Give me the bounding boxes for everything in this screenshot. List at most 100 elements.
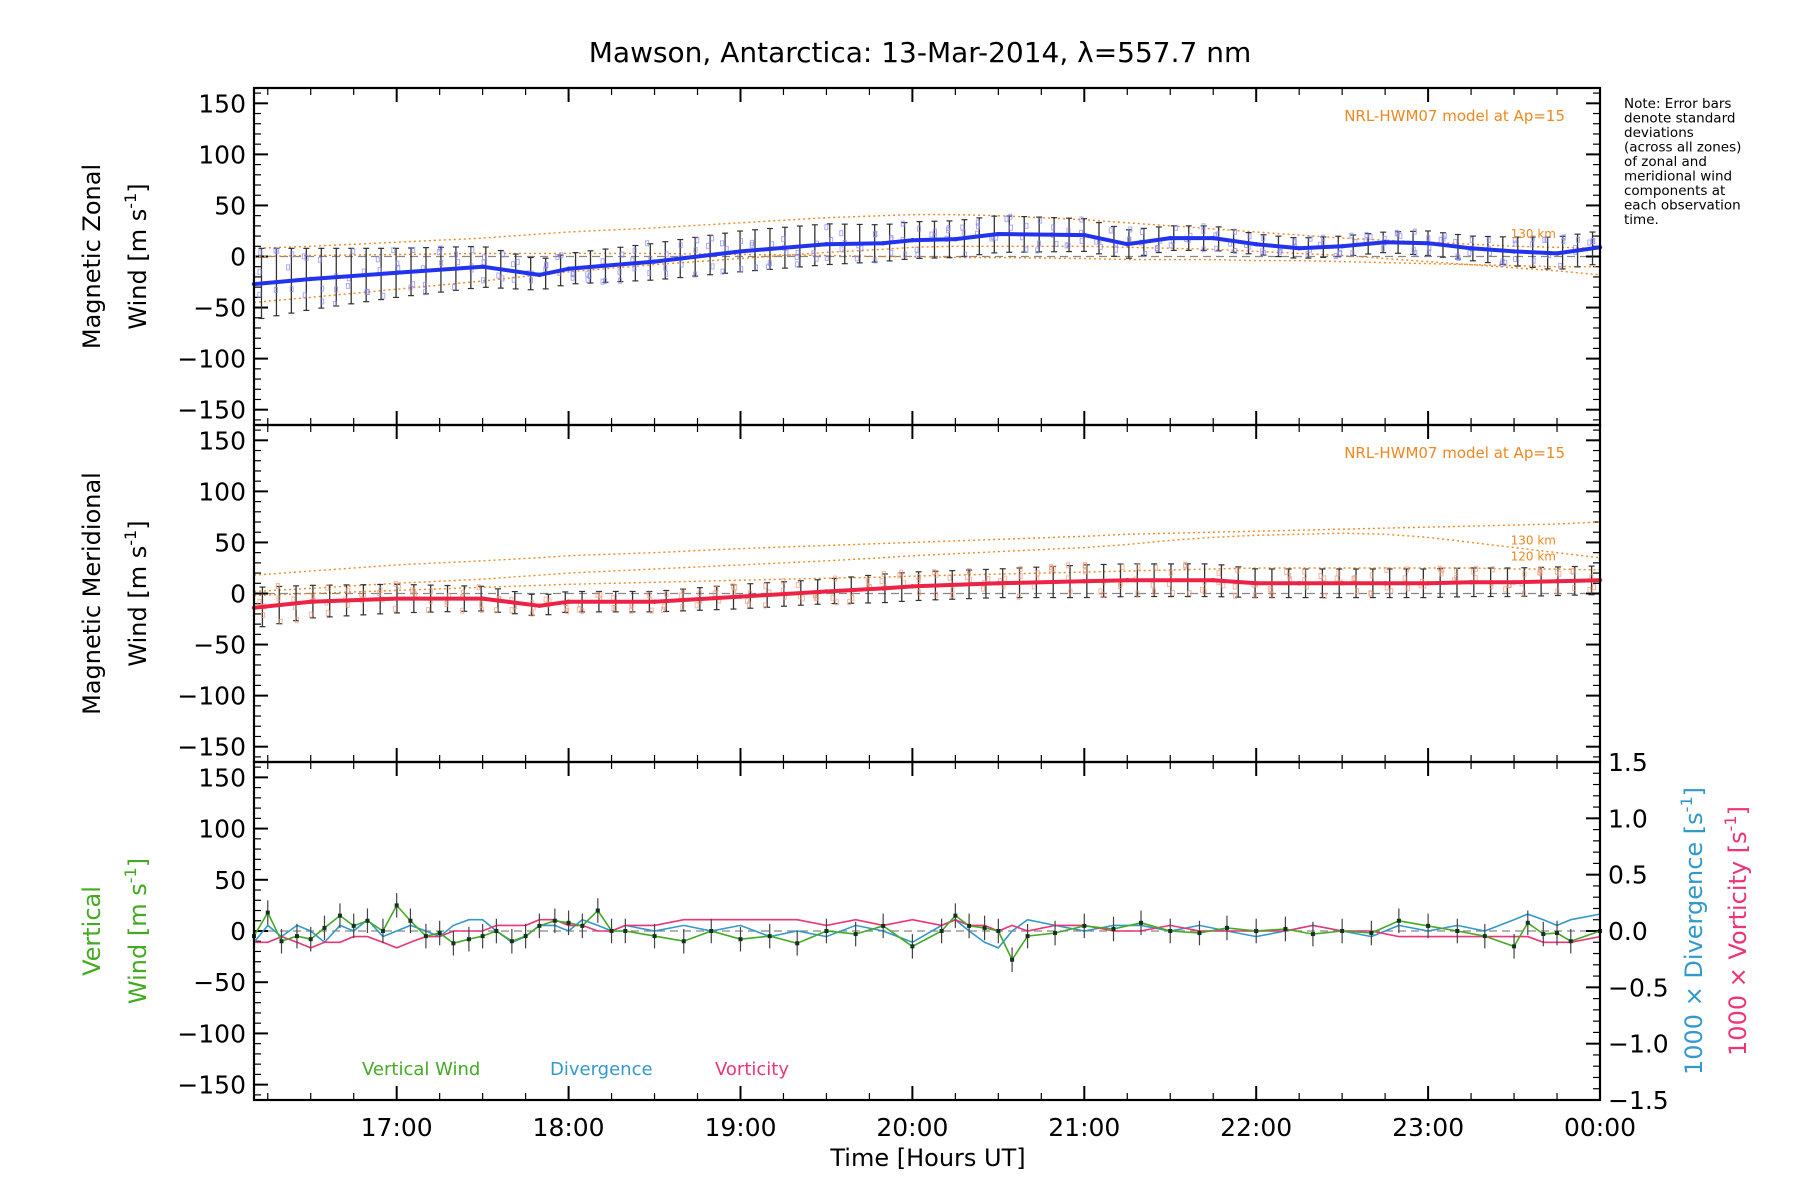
zone-sample — [1570, 568, 1575, 575]
zone-sample — [346, 587, 351, 594]
zone-sample — [1369, 572, 1374, 579]
wind-point — [1511, 249, 1517, 254]
zone-sample — [975, 219, 980, 226]
zone-sample — [334, 286, 339, 293]
y2-tick-label: −0.5 — [1608, 973, 1669, 1002]
zone-sample — [859, 245, 864, 252]
zone-sample — [1173, 224, 1178, 231]
zone-sample — [511, 276, 516, 283]
zone-sample — [1035, 570, 1040, 577]
zone-sample — [795, 582, 800, 589]
zone-sample — [603, 277, 608, 284]
zone-sample — [543, 596, 548, 603]
wind-point — [1296, 581, 1302, 586]
divergence-axis-label: 1000 × Divergence [s-1] — [1677, 787, 1708, 1075]
zone-sample — [765, 263, 770, 270]
zone-sample — [1469, 236, 1474, 243]
zone-sample — [1531, 257, 1536, 264]
y2-tick-label: −1.0 — [1608, 1030, 1669, 1059]
vertical-wind-point — [1010, 957, 1015, 962]
y-tick-label: −100 — [177, 682, 246, 711]
wind-point — [824, 589, 829, 594]
zone-sample — [290, 251, 295, 258]
zone-sample — [1364, 231, 1369, 238]
zone-sample — [865, 577, 870, 584]
vertical-wind-point — [480, 934, 485, 939]
vertical-wind-point — [351, 923, 356, 928]
zone-sample — [1100, 591, 1105, 598]
zone-sample — [710, 235, 715, 242]
x-axis-label: Time [Hours UT] — [829, 1144, 1025, 1172]
zone-sample — [261, 612, 266, 619]
zone-sample — [570, 274, 575, 281]
vertical-wind-point — [767, 934, 772, 939]
vertical-wind-point — [279, 939, 284, 944]
zone-sample — [1442, 232, 1447, 239]
zone-sample — [781, 236, 786, 243]
vertical-wind-point — [552, 918, 557, 923]
zone-sample — [1065, 562, 1070, 569]
zone-sample — [317, 256, 322, 263]
zone-sample — [1333, 253, 1338, 260]
panel-frame — [252, 760, 1602, 1102]
zone-sample — [854, 255, 859, 262]
zone-sample — [1216, 570, 1221, 577]
zone-sample — [1542, 236, 1547, 243]
zone-sample — [763, 602, 768, 609]
wind-point — [910, 237, 915, 243]
zone-sample — [738, 238, 743, 245]
zone-sample — [814, 594, 819, 601]
vertical-wind-point — [652, 934, 657, 939]
zone-sample — [678, 592, 683, 599]
zone-sample — [1004, 215, 1009, 222]
y-tick-label: 50 — [214, 528, 246, 557]
zone-sample — [480, 277, 485, 284]
y-tick-label: 100 — [198, 477, 246, 506]
zone-sample — [632, 265, 637, 272]
zone-sample — [377, 267, 382, 274]
zone-sample — [426, 607, 431, 614]
zone-sample — [794, 254, 799, 261]
legend-item-divergence: Divergence — [550, 1059, 653, 1080]
zone-sample — [257, 291, 262, 298]
vertical-wind-point — [1053, 931, 1058, 936]
zone-sample — [917, 225, 922, 232]
zone-sample — [1561, 234, 1566, 241]
zone-sample — [422, 281, 427, 288]
wind-point — [1296, 246, 1302, 251]
zone-sample — [500, 275, 505, 282]
zone-sample — [600, 258, 605, 265]
wind-point — [953, 236, 958, 242]
zone-sample — [1558, 262, 1563, 269]
zone-sample — [496, 272, 501, 279]
zone-sample — [460, 607, 465, 614]
zone-sample — [1352, 575, 1357, 582]
chart-title: Mawson, Antarctica: 13-Mar-2014, λ=557.7… — [589, 36, 1252, 69]
wind-point — [1253, 242, 1259, 247]
zone-sample — [275, 582, 280, 589]
model-line — [253, 521, 1601, 576]
wind-point — [1511, 580, 1517, 585]
x-tick-label: 21:00 — [1048, 1113, 1120, 1142]
zone-sample — [649, 607, 654, 614]
zone-sample — [1018, 573, 1023, 580]
zone-sample — [1561, 237, 1566, 244]
zone-sample — [663, 264, 668, 271]
y2-tick-label: −1.5 — [1608, 1086, 1669, 1115]
vertical-wind-point — [1224, 925, 1229, 930]
zone-sample — [610, 594, 615, 601]
zone-sample — [1427, 245, 1432, 252]
y-tick-label: −50 — [193, 631, 246, 660]
y-axis-label-line1: Vertical — [78, 886, 106, 976]
vertical-wind-point — [1482, 934, 1487, 939]
zone-sample — [580, 608, 585, 615]
zone-sample — [975, 223, 980, 230]
zone-sample — [1530, 241, 1535, 248]
legend-item-vertical-wind: Vertical Wind — [362, 1059, 480, 1080]
zone-sample — [345, 282, 350, 289]
wind-point — [1082, 579, 1087, 584]
zone-sample — [730, 583, 735, 590]
x-tick-label: 23:00 — [1392, 1113, 1464, 1142]
zone-sample — [515, 258, 520, 265]
